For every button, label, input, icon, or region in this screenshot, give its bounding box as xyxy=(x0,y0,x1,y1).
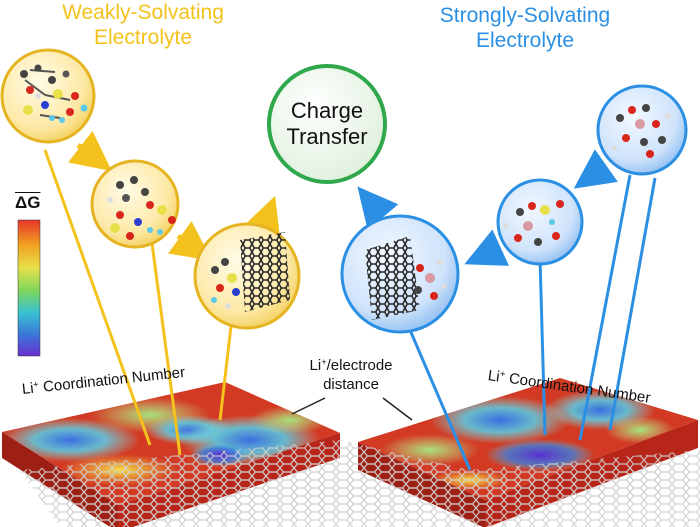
weak-title-line2: Electrolyte xyxy=(93,26,193,49)
weak-cluster-2 xyxy=(90,159,180,249)
strong-arrows xyxy=(357,149,618,266)
strong-title: Strongly-Solvating Electrolyte xyxy=(395,3,655,53)
charge-transfer-line1: Charge xyxy=(290,98,364,123)
strong-cluster-2 xyxy=(496,178,584,266)
strong-guide-lines xyxy=(408,174,657,471)
distance-label: Li+/electrode distance xyxy=(309,356,393,393)
weak-title: Weakly-Solvating Electrolyte xyxy=(13,0,273,50)
strong-title-line1: Strongly-Solvating xyxy=(439,4,611,27)
charge-transfer-circle xyxy=(267,64,387,184)
charge-transfer-line2: Transfer xyxy=(286,124,368,149)
weak-cluster-3 xyxy=(193,222,301,330)
strong-cluster-1 xyxy=(596,84,688,176)
weak-title-line1: Weakly-Solvating xyxy=(62,1,224,24)
strong-title-line2: Electrolyte xyxy=(475,29,575,52)
delta-g-legend xyxy=(17,219,41,357)
weak-guide-lines xyxy=(43,149,234,456)
charge-transfer-label: Charge Transfer xyxy=(272,98,382,150)
weak-cluster-1 xyxy=(0,48,96,144)
strong-cluster-3 xyxy=(340,214,460,334)
distance-pointer-lines xyxy=(291,397,413,421)
delta-g-label: ΔG xyxy=(15,193,41,212)
graphene-sheet xyxy=(20,440,700,527)
